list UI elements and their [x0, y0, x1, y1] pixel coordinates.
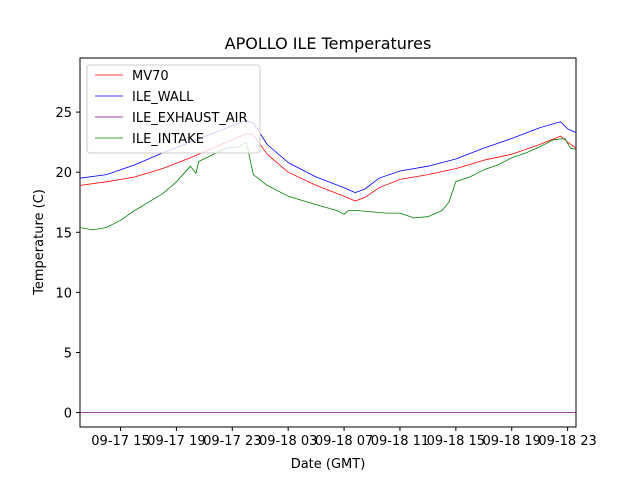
x-tick-label: 09-18 15 — [427, 434, 485, 449]
y-tick-label: 0 — [64, 407, 72, 422]
legend-label: ILE_EXHAUST_AIR — [132, 111, 248, 126]
series-line-mv70 — [79, 133, 577, 202]
x-tick-label: 09-18 03 — [259, 434, 317, 449]
legend-label: MV70 — [132, 69, 169, 84]
x-tick-label: 09-18 23 — [538, 434, 596, 449]
x-tick-label: 09-18 19 — [483, 434, 541, 449]
chart-title: APOLLO ILE Temperatures — [225, 34, 432, 53]
x-axis-label: Date (GMT) — [291, 457, 366, 472]
x-tick-label: 09-17 19 — [147, 434, 205, 449]
y-tick-label: 5 — [64, 346, 72, 361]
x-tick-label: 09-18 07 — [315, 434, 373, 449]
y-tick-label: 20 — [55, 166, 72, 181]
legend: MV70 ILE_WALL ILE_EXHAUST_AIR ILE_INTAKE — [86, 64, 261, 154]
y-axis-ticks: 0 5 10 15 20 25 — [55, 106, 80, 422]
legend-label: ILE_INTAKE — [132, 132, 204, 147]
y-tick-label: 25 — [55, 106, 72, 121]
series-line-ile-intake — [79, 138, 577, 231]
legend-box — [86, 64, 261, 154]
y-axis-label: Temperature (C) — [32, 189, 47, 296]
y-tick-label: 10 — [55, 286, 72, 301]
y-tick-label: 15 — [55, 226, 72, 241]
legend-label: ILE_WALL — [132, 90, 194, 105]
x-tick-label: 09-17 15 — [91, 434, 149, 449]
x-tick-label: 09-18 11 — [371, 434, 429, 449]
legend-items: MV70 ILE_WALL ILE_EXHAUST_AIR ILE_INTAKE — [95, 69, 248, 147]
x-tick-label: 09-17 23 — [203, 434, 261, 449]
